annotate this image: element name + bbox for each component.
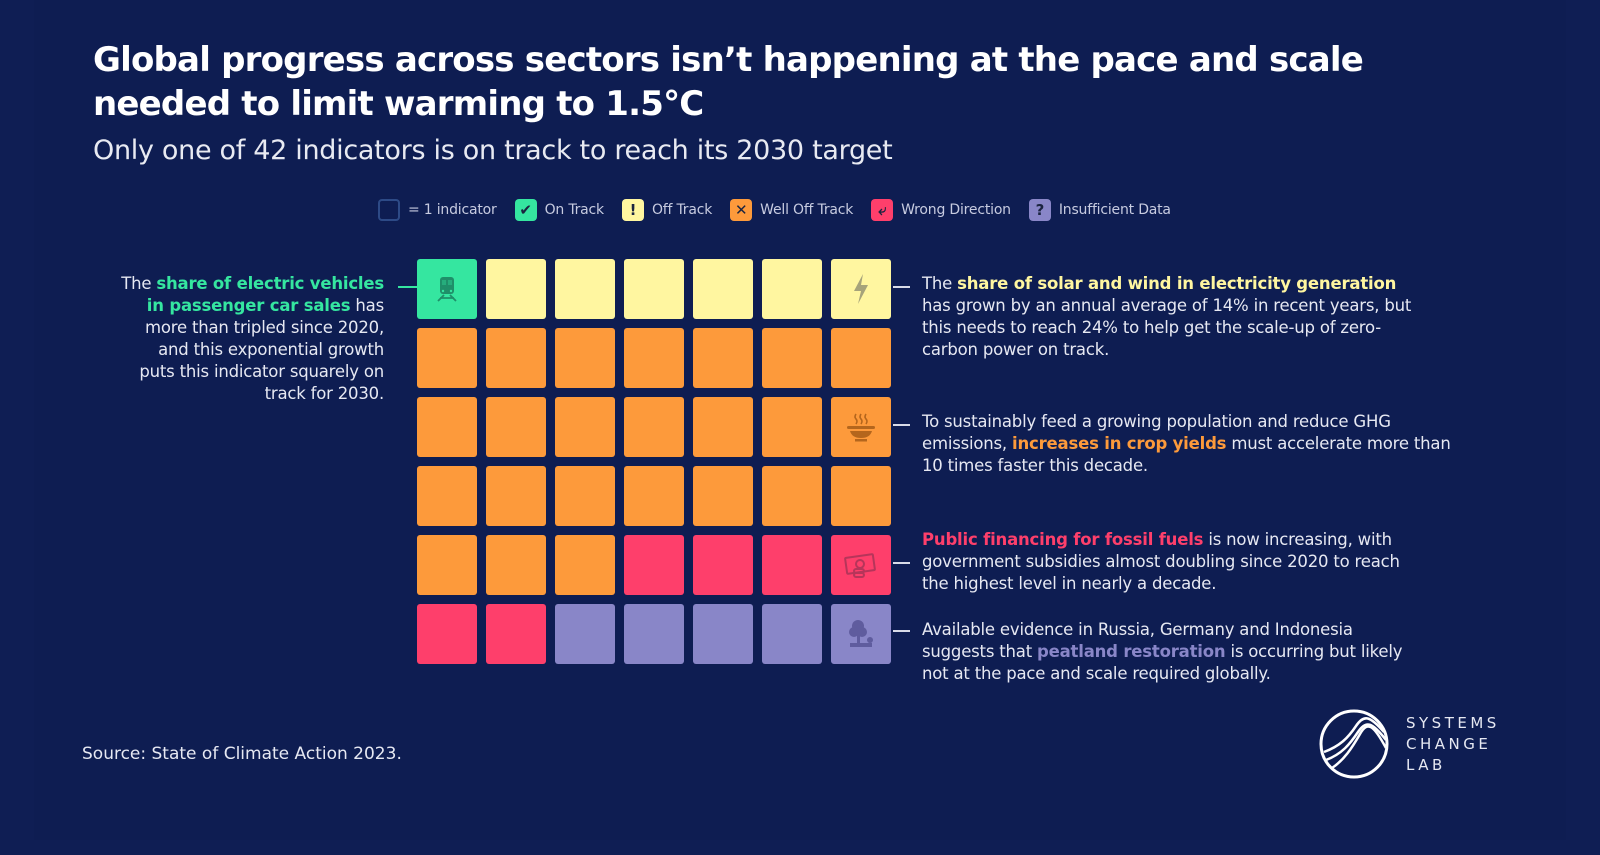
waffle-cell-well (417, 535, 477, 595)
waffle-cell-well (831, 466, 891, 526)
connector-line-fossil (893, 562, 910, 564)
annotation-highlight: share of solar and wind in electricity g… (957, 274, 1397, 293)
connector-line-peat (893, 630, 910, 632)
lightning-bolt-icon (846, 272, 876, 306)
steaming-bowl-icon (844, 410, 878, 444)
legend-label: Off Track (651, 202, 713, 218)
logo-wordmark: SYSTEMS CHANGE LAB (1406, 713, 1500, 776)
annotation-text: The (121, 274, 157, 293)
annotation-crop: To sustainably feed a growing population… (922, 411, 1452, 477)
waffle-cell-insuf (762, 604, 822, 664)
annotation-text: The (922, 274, 958, 293)
annotation-text: has more than tripled since 2020, and th… (139, 296, 384, 403)
legend-label: Wrong Direction (901, 202, 1011, 218)
waffle-cell-off (831, 259, 891, 319)
annotation-fossil: Public financing for fossil fuels is now… (922, 529, 1417, 595)
logo-line: SYSTEMS (1406, 713, 1500, 732)
waffle-cell-well (555, 466, 615, 526)
logo-line: CHANGE (1406, 734, 1492, 753)
waffle-cell-wrong (417, 604, 477, 664)
waffle-cell-well (417, 328, 477, 388)
waffle-cell-off (555, 259, 615, 319)
source-note: Source: State of Climate Action 2023. (82, 744, 402, 764)
waffle-cell-well (417, 466, 477, 526)
tree-icon (844, 617, 878, 651)
check-icon: ✔ (514, 199, 537, 221)
annotation-text: is now increasing, with government subsi… (922, 530, 1400, 593)
legend-label: On Track (544, 202, 605, 218)
chart-subtitle: Only one of 42 indicators is on track to… (93, 135, 893, 166)
waffle-cell-off (486, 259, 546, 319)
waffle-cell-well (486, 535, 546, 595)
connector-line-ev (398, 286, 417, 288)
waffle-cell-well (555, 397, 615, 457)
legend: = 1 indicator ✔ On Track ! Off Track ✕ W… (378, 197, 1189, 223)
waffle-cell-well (486, 466, 546, 526)
waffle-cell-well (693, 328, 753, 388)
waffle-cell-on (417, 259, 477, 319)
waffle-cell-insuf (831, 604, 891, 664)
waffle-cell-off (624, 259, 684, 319)
legend-item-well-off-track: ✕ Well Off Track (730, 199, 853, 221)
waffle-cell-wrong (693, 535, 753, 595)
waffle-cell-well (624, 466, 684, 526)
waffle-cell-insuf (555, 604, 615, 664)
connector-line-solar (893, 286, 910, 288)
logo-line: LAB (1406, 755, 1446, 774)
exclamation-icon: ! (621, 199, 644, 221)
connector-line-crop (893, 424, 910, 426)
waffle-cell-insuf (693, 604, 753, 664)
annotation-highlight: share of electric vehicles in passenger … (146, 274, 384, 315)
money-coins-icon (842, 549, 880, 581)
u-turn-arrow-icon: ⤶ (871, 199, 894, 221)
annotation-text: is occurring but likely not at the pace … (922, 642, 1403, 683)
annotation-text: has grown by an annual average of 14% in… (922, 296, 1412, 359)
annotation-text: must accelerate more than 10 times faste… (922, 434, 1451, 475)
waffle-cell-well (831, 397, 891, 457)
x-icon: ✕ (730, 199, 753, 221)
waffle-cell-well (486, 397, 546, 457)
legend-item-off-track: ! Off Track (621, 199, 713, 221)
waffle-cell-well (555, 535, 615, 595)
systems-change-lab-logo: SYSTEMS CHANGE LAB (1318, 708, 1500, 780)
waffle-cell-well (762, 397, 822, 457)
waffle-cell-off (693, 259, 753, 319)
legend-item-on-track: ✔ On Track (514, 199, 605, 221)
annotation-highlight: peatland restoration (1037, 642, 1226, 661)
waffle-cell-wrong (831, 535, 891, 595)
legend-item-wrong-direction: ⤶ Wrong Direction (871, 199, 1011, 221)
waffle-cell-well (624, 328, 684, 388)
waffle-cell-well (831, 328, 891, 388)
waffle-cell-well (417, 397, 477, 457)
legend-item-unit: = 1 indicator (378, 199, 497, 221)
empty-square-icon (378, 199, 400, 221)
waffle-cell-well (555, 328, 615, 388)
waffle-cell-wrong (762, 535, 822, 595)
waffle-cell-wrong (486, 604, 546, 664)
logo-circle-icon (1319, 709, 1389, 779)
question-icon: ? (1028, 199, 1051, 221)
waffle-cell-off (762, 259, 822, 319)
annotation-text: Available evidence in Russia, Germany an… (922, 620, 1353, 661)
annotation-peat: Available evidence in Russia, Germany an… (922, 619, 1407, 685)
annotation-solar: The share of solar and wind in electrici… (922, 273, 1422, 361)
legend-item-insufficient-data: ? Insufficient Data (1028, 199, 1171, 221)
legend-label: Well Off Track (760, 202, 854, 218)
legend-label: Insufficient Data (1058, 202, 1171, 218)
waffle-cell-insuf (624, 604, 684, 664)
annotation-highlight: Public financing for fossil fuels (922, 530, 1204, 549)
waffle-cell-well (624, 397, 684, 457)
waffle-cell-well (693, 466, 753, 526)
waffle-cell-wrong (624, 535, 684, 595)
annotation-text: To sustainably feed a growing population… (922, 412, 1391, 453)
train-icon (432, 274, 462, 304)
waffle-cell-well (486, 328, 546, 388)
waffle-cell-well (762, 328, 822, 388)
waffle-cell-well (693, 397, 753, 457)
annotation-ev: The share of electric vehicles in passen… (120, 273, 384, 405)
annotation-highlight: increases in crop yields (1012, 434, 1227, 453)
legend-label: = 1 indicator (408, 202, 497, 218)
waffle-cell-well (762, 466, 822, 526)
chart-title: Global progress across sectors isn’t hap… (93, 40, 1364, 124)
